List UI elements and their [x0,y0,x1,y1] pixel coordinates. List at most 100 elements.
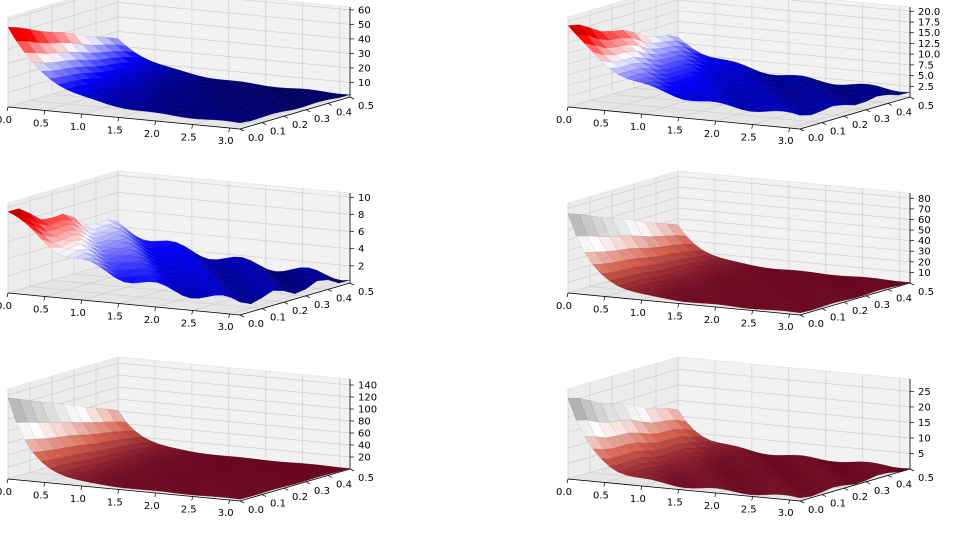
y-tick-label: 0.5 [358,473,374,484]
axis-lines [567,379,911,502]
y-tick-label: 0.5 [918,473,934,484]
x-tick-label: 0.0 [556,301,572,312]
z-tick-label: 40 [918,236,931,247]
x-tick-label: 2.0 [144,315,160,326]
x-tick-label: 1.0 [630,494,646,505]
z-tick-label: 10.0 [918,50,940,61]
y-tick-label: 0.2 [292,492,308,503]
chart-panel-bottom-right: 0.0 0.5 1.0 1.5 2.0 2.5 3.0 0.0 0.1 0.2 0.3 0.4 0.5 5… [556,356,960,544]
z-tick-label: 50 [918,226,931,237]
y-tick-label: 0.5 [358,287,374,298]
chart-panel-top-right: 0.0 0.5 1.0 1.5 2.0 2.5 3.0 0.0 0.1 0.2 0.3 0.4 0.5 2… [556,0,960,172]
z-tick-label: 30 [358,49,371,60]
surface-mesh [567,213,911,314]
y-tick-label: 0.4 [896,293,912,304]
y-tick-label: 0.2 [852,306,868,317]
x-tick-label: 1.0 [630,122,646,133]
surface-plot-svg: 0.0 0.5 1.0 1.5 2.0 2.5 3.0 0.0 0.1 0.2 0.3 0.4 0.5 1… [556,170,934,333]
z-tick-label: 10 [918,268,931,279]
z-tick-label: 25 [918,387,931,398]
y-tick-label: 0.1 [830,127,846,138]
x-tick-label: 2.5 [181,505,197,516]
z-tick-label: 60 [358,5,371,16]
x-tick-label: 0.5 [593,305,609,316]
z-tick-label: 20.0 [918,7,940,18]
x-tick-label: 0.5 [33,491,49,502]
axis-lines [7,7,351,130]
figure: 0.0 0.5 1.0 1.5 2.0 2.5 3.0 0.0 0.1 0.2 0.3 0.4 0.5 1… [0,0,960,519]
x-tick-label: 1.0 [70,308,86,319]
y-tick-label: 0.0 [808,133,824,144]
surface-mesh [567,397,911,499]
y-tick-label: 0.0 [808,319,824,330]
x-tick-label: 1.5 [667,312,683,323]
x-tick-label: 3.0 [778,508,794,519]
surface-facet [791,309,812,314]
y-tick-label: 0.5 [918,287,934,298]
surface-mesh [7,208,351,305]
y-tick-label: 0.3 [314,300,330,311]
z-tick-label: 60 [918,215,931,226]
z-tick-label: 80 [918,194,931,205]
x-tick-label: 2.5 [741,133,757,144]
surface-mesh [567,24,911,116]
z-tick-label: 10 [358,78,371,89]
x-tick-label: 0.5 [593,491,609,502]
z-tick-label: 60 [358,429,371,440]
y-tick-label: 0.2 [292,120,308,131]
x-tick-label: 0.0 [556,487,572,498]
axis-lines [567,193,911,316]
x-tick-label: 0.5 [33,305,49,316]
chart-panel-middle-right: 0.0 0.5 1.0 1.5 2.0 2.5 3.0 0.0 0.1 0.2 0.3 0.4 0.5 1… [556,170,960,358]
z-tick-label: 15 [918,418,931,429]
z-tick-label: 6 [358,227,364,238]
y-tick-label: 0.5 [918,101,934,112]
surface-facet [231,495,252,500]
x-tick-label: 2.5 [741,505,757,516]
x-tick-label: 0.0 [0,301,12,312]
z-tick-label: 5.0 [918,71,934,82]
y-tick-label: 0.1 [270,499,286,510]
surface-plot-svg: 0.0 0.5 1.0 1.5 2.0 2.5 3.0 0.0 0.1 0.2 0.3 0.4 0.5 2… [0,356,377,519]
z-tick-label: 5 [918,449,924,460]
x-tick-label: 1.5 [667,126,683,137]
z-tick-label: 20 [358,63,371,74]
surface-mesh [7,27,351,124]
y-tick-label: 0.0 [248,319,264,330]
y-tick-label: 0.0 [248,505,264,516]
x-tick-label: 1.5 [107,126,123,137]
x-tick-label: 2.0 [144,129,160,140]
surface-facet [791,494,812,499]
y-tick-label: 0.4 [896,479,912,490]
surface-mesh [7,397,351,500]
x-tick-label: 1.5 [107,312,123,323]
z-tick-label: 120 [358,393,377,404]
z-tick-label: 30 [918,247,931,258]
y-tick-label: 0.2 [852,492,868,503]
z-tick-label: 12.5 [918,39,940,50]
x-tick-label: 0.0 [0,487,12,498]
y-tick-label: 0.1 [830,499,846,510]
z-tick-label: 7.5 [918,60,934,71]
surface-facet [231,297,252,305]
x-tick-label: 1.5 [107,498,123,509]
z-tick-label: 100 [358,405,377,416]
surface-facet [791,112,812,116]
z-tick-label: 4 [358,244,364,255]
z-tick-label: 15.0 [918,28,940,39]
z-tick-label: 50 [358,20,371,31]
x-tick-label: 0.0 [556,115,572,126]
x-tick-label: 2.5 [181,319,197,330]
y-tick-label: 0.2 [292,306,308,317]
z-tick-label: 40 [358,34,371,45]
y-tick-label: 0.0 [808,505,824,516]
x-tick-label: 1.5 [667,498,683,509]
x-tick-label: 2.0 [704,501,720,512]
surface-plot-svg: 0.0 0.5 1.0 1.5 2.0 2.5 3.0 0.0 0.1 0.2 0.3 0.4 0.5 1… [0,0,374,147]
y-tick-label: 0.4 [896,107,912,118]
z-tick-label: 10 [918,433,931,444]
y-tick-label: 0.4 [336,107,352,118]
y-tick-label: 0.3 [314,114,330,125]
x-tick-label: 0.0 [0,115,12,126]
y-tick-label: 0.4 [336,293,352,304]
